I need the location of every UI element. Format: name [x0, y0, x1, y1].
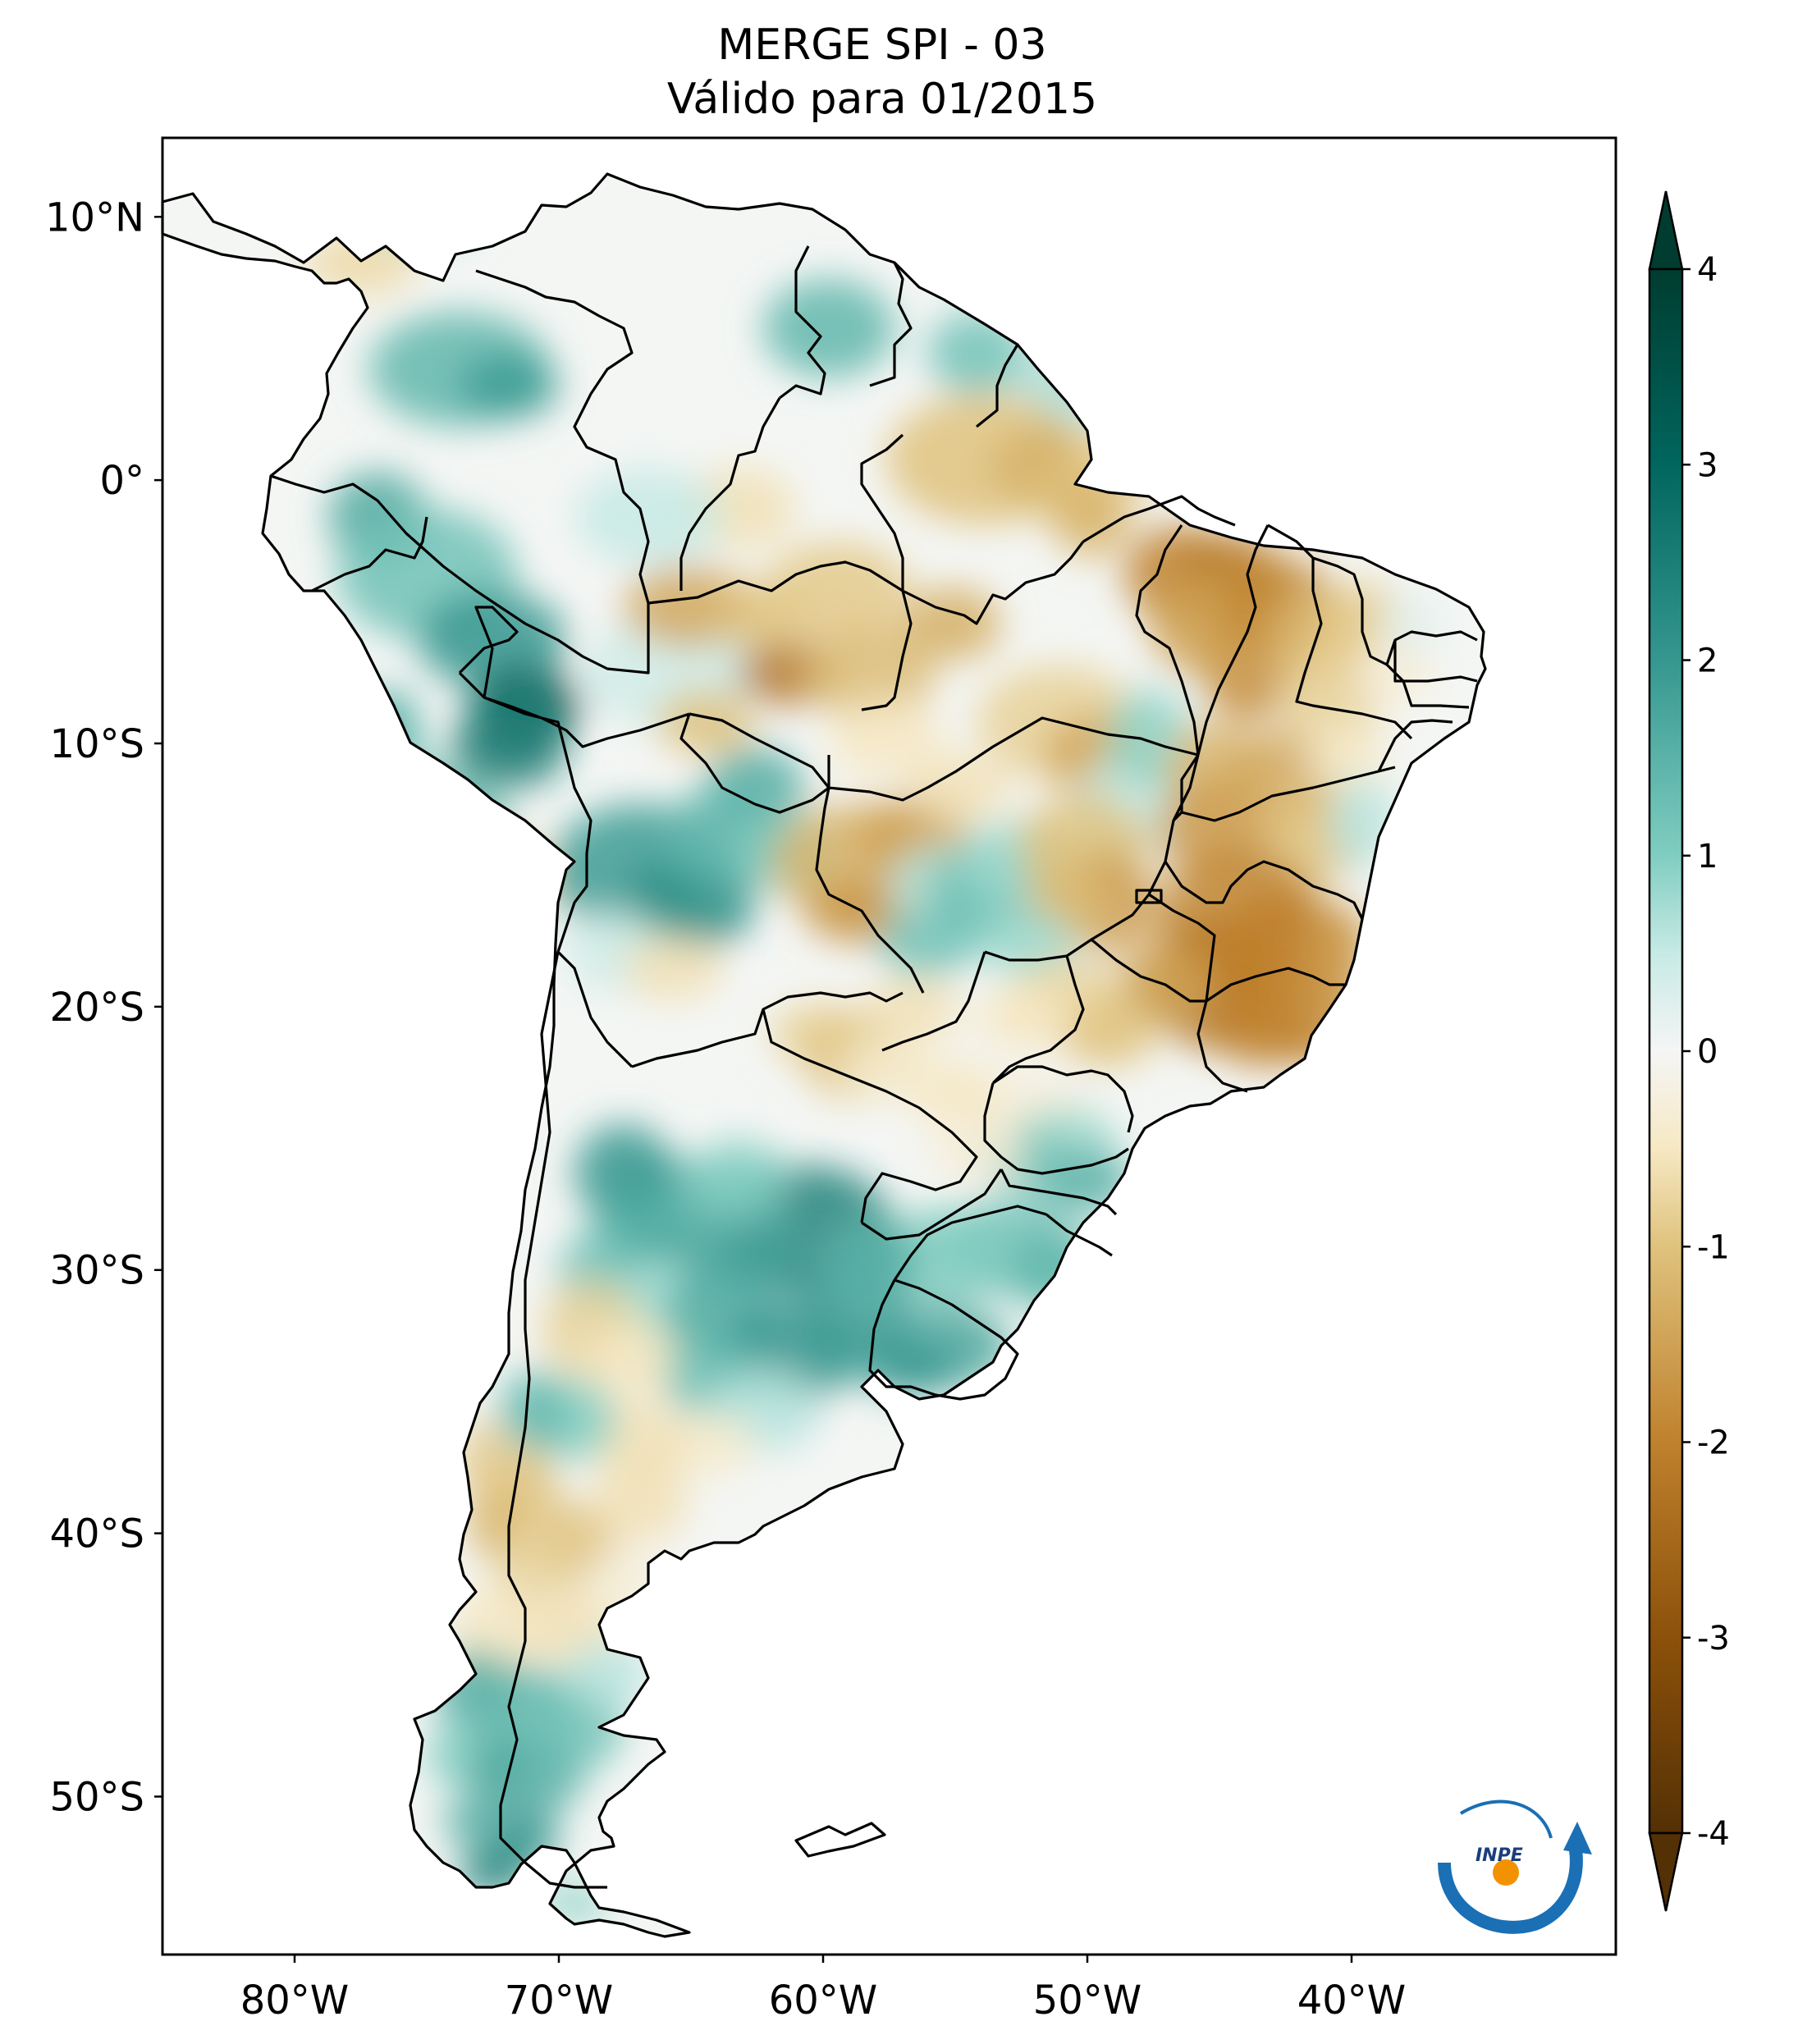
colorbar-tick-label: -2 — [1697, 1424, 1730, 1462]
spi-patch — [443, 1797, 509, 1846]
colorbar: 4 3 2 1 0 -1 -2 -3 -4 — [1648, 190, 1730, 1912]
spi-patch — [657, 689, 755, 755]
spi-patch — [903, 1059, 1001, 1124]
spi-patch — [1149, 574, 1247, 673]
colorbar-tick-label: -1 — [1697, 1228, 1730, 1266]
spi-patch — [977, 985, 1075, 1050]
lat-tick-label: 50°S — [49, 1774, 144, 1820]
spi-patch — [451, 706, 566, 788]
spi-patch — [977, 911, 1075, 976]
colorbar-body — [1648, 268, 1684, 1835]
colorbar-tick-label: 2 — [1697, 642, 1718, 680]
colorbar-tick-label: 0 — [1697, 1033, 1718, 1071]
falkland-islands-outline — [794, 1822, 886, 1858]
spi-patch — [501, 1370, 566, 1452]
spi-patch — [862, 976, 960, 1042]
spi-patch — [1215, 1001, 1313, 1067]
spi-patch — [1305, 722, 1387, 788]
spi-patch — [911, 755, 1009, 821]
logo-dot — [1493, 1859, 1519, 1886]
lat-tick-label: 10°S — [49, 721, 144, 767]
spi-patch — [1059, 1001, 1157, 1067]
colorbar-ticks: 4 3 2 1 0 -1 -2 -3 -4 — [1682, 251, 1730, 1853]
lat-tick-label: 10°N — [45, 194, 144, 240]
colorbar-tick-label: 3 — [1697, 446, 1718, 484]
lat-tick-label: 0° — [99, 458, 144, 504]
colorbar-lower-extension — [1648, 1831, 1684, 1912]
latitude-axis: 10°N 0° 10°S 20°S 30°S 40°S 50°S — [45, 194, 162, 1820]
country-borders — [161, 172, 1487, 1938]
spi-patch — [1050, 476, 1132, 558]
lon-tick-label: 80°W — [240, 1978, 350, 2023]
spi-patch — [689, 1141, 788, 1223]
colorbar-tick-label: 1 — [1697, 838, 1718, 876]
spi-patch — [903, 587, 1001, 661]
spi-patch — [804, 624, 936, 722]
lon-tick-label: 60°W — [769, 1978, 878, 2023]
spi-patch — [583, 1321, 681, 1403]
spi-patch — [763, 279, 894, 377]
colorbar-upper-extension — [1648, 190, 1684, 271]
spi-patch — [566, 1641, 648, 1707]
spi-patch — [591, 1461, 689, 1543]
logo-thick-arc — [1438, 1849, 1583, 1934]
lon-tick-label: 70°W — [505, 1978, 614, 2023]
logo-arrowhead — [1563, 1822, 1592, 1854]
inpe-logo: INPE — [1438, 1799, 1592, 1934]
colorbar-tick-label: -4 — [1697, 1815, 1730, 1853]
spi-patch — [501, 1748, 583, 1813]
spi-patch — [460, 1420, 509, 1502]
logo-text: INPE — [1475, 1845, 1523, 1866]
spi-patch — [878, 911, 977, 976]
spi-patch — [1379, 591, 1444, 656]
internal-borders — [270, 245, 1478, 1889]
longitude-axis: 80°W 70°W 60°W 50°W 40°W — [240, 1955, 1407, 2023]
spi-patch — [460, 353, 558, 418]
lat-tick-label: 20°S — [49, 985, 144, 1031]
map-subtitle: Válido para 01/2015 — [667, 75, 1097, 124]
lat-tick-label: 30°S — [49, 1248, 144, 1294]
spi-patch — [624, 935, 722, 1001]
spi-patch — [829, 697, 944, 780]
map-frame — [161, 136, 1617, 1956]
lon-tick-label: 50°W — [1033, 1978, 1142, 2023]
colorbar-tick-label: 4 — [1697, 251, 1718, 289]
spi-patch — [591, 1403, 689, 1485]
lat-tick-label: 40°S — [49, 1511, 144, 1557]
lon-tick-label: 40°W — [1297, 1978, 1407, 2023]
colorbar-tick-label: -3 — [1697, 1620, 1730, 1658]
spi-patch — [763, 542, 911, 640]
spi-patch — [419, 591, 566, 689]
map-title: MERGE SPI - 03 — [717, 21, 1046, 70]
continent-coastline — [161, 172, 1487, 1938]
logo-thin-arc — [1459, 1799, 1553, 1839]
